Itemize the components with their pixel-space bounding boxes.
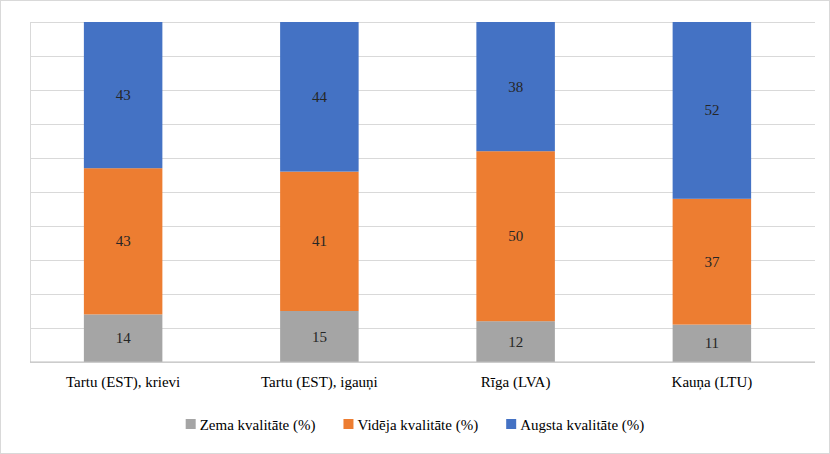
bar-segment <box>84 314 163 362</box>
x-tick: Tartu (EST), krievi <box>66 374 180 391</box>
data-label: 43 <box>116 87 131 103</box>
bar-segment <box>84 168 163 314</box>
bar-segment <box>280 311 359 362</box>
grid-line <box>30 362 815 363</box>
x-tick-label: Tartu (EST), igauņi <box>261 374 378 391</box>
data-label: 41 <box>312 233 327 249</box>
legend-label: Zema kvalitāte (%) <box>200 417 316 434</box>
bar-segment <box>280 172 359 311</box>
bars <box>84 22 751 362</box>
x-tick-label: Rīga (LVA) <box>481 374 551 391</box>
bar-segment <box>673 199 752 325</box>
data-label: 50 <box>508 228 523 244</box>
legend-swatch <box>506 419 516 429</box>
y-tick <box>30 362 815 363</box>
bar-segment <box>280 22 359 172</box>
data-label: 38 <box>508 79 523 95</box>
y-axis <box>30 23 815 363</box>
bar-segment <box>476 22 555 151</box>
legend-label: Augsta kvalitāte (%) <box>520 417 644 434</box>
legend-item: Vidēja kvalitāte (%) <box>343 417 478 434</box>
data-label: 37 <box>704 254 720 270</box>
data-label: 52 <box>704 102 719 118</box>
bar-segment <box>673 22 752 199</box>
chart-frame <box>1 1 830 454</box>
x-axis: Tartu (EST), krievi Tartu (EST), igauņi Rī… <box>30 362 815 391</box>
data-label: 14 <box>116 330 132 346</box>
bar-segment <box>476 151 555 321</box>
chart: 14 15 12 11 43 41 50 37 43 44 38 52 Tartu (EST), kri… <box>0 0 830 454</box>
legend: Zema kvalitāte (%) Vidēja kvalitāte (%) Au… <box>186 417 645 434</box>
legend-label: Vidēja kvalitāte (%) <box>357 417 478 434</box>
x-axis-line <box>30 362 815 363</box>
data-label: 11 <box>705 335 719 351</box>
legend-item: Zema kvalitāte (%) <box>186 417 316 434</box>
x-tick-label: Kauņa (LTU) <box>672 374 753 391</box>
x-tick: Tartu (EST), igauņi <box>261 374 378 391</box>
bar-segment <box>84 22 163 168</box>
x-tick: Kauņa (LTU) <box>672 374 753 391</box>
x-tick: Rīga (LVA) <box>481 374 551 391</box>
legend-swatch <box>343 419 353 429</box>
data-label: 15 <box>312 329 327 345</box>
legend-item: Augsta kvalitāte (%) <box>506 417 644 434</box>
data-label: 44 <box>312 89 328 105</box>
data-labels: 14 15 12 11 43 41 50 37 43 44 38 52 <box>116 79 720 352</box>
data-label: 43 <box>116 233 131 249</box>
bar-segment <box>476 321 555 362</box>
bar-segment <box>673 325 752 362</box>
legend-swatch <box>186 419 196 429</box>
data-label: 12 <box>508 334 523 350</box>
x-tick-label: Tartu (EST), krievi <box>66 374 180 391</box>
